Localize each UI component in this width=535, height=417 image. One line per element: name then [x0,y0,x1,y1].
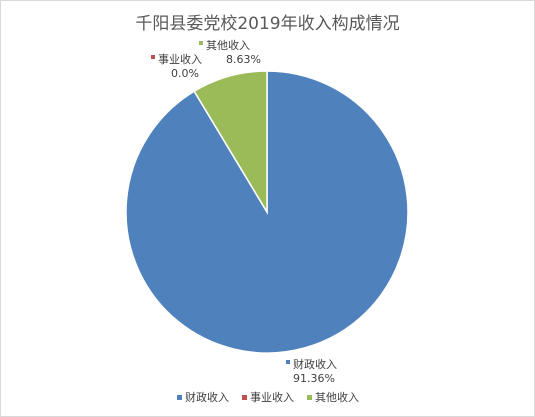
data-label-value-2: 0.0% [171,67,199,80]
legend-label-2: 事业收入 [250,390,294,404]
legend-item-3: 其他收入 [307,390,359,404]
pie-slice-3 [193,70,268,215]
data-label-name-1: 财政收入 [293,357,337,371]
data-label-marker-2 [151,55,155,59]
data-label-name-3: 其他收入 [206,38,250,52]
legend-swatch-2 [242,395,247,400]
data-label-value-1: 91.36% [293,372,335,385]
chart-title: 千阳县委党校2019年收入构成情况 [135,14,400,34]
legend-swatch-3 [307,395,312,400]
data-label-name-2: 事业收入 [158,52,202,66]
legend-item-1: 财政收入 [177,390,229,404]
legend-label-1: 财政收入 [185,390,229,404]
legend-swatch-1 [177,395,182,400]
data-label-marker-3 [199,41,203,45]
data-label-marker-1 [286,360,290,364]
legend-item-2: 事业收入 [242,390,294,404]
legend-label-3: 其他收入 [315,390,359,404]
data-label-value-3: 8.63% [226,53,261,66]
